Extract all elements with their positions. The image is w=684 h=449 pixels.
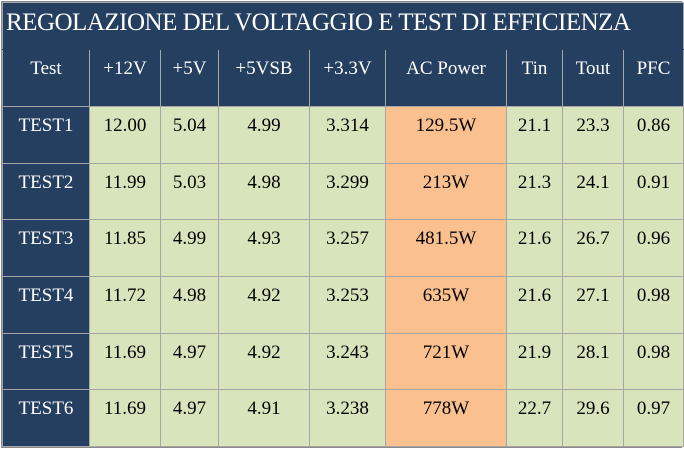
table-cell: 4.99 [218, 106, 310, 164]
table-cell: 21.6 [506, 219, 563, 277]
table-cell: 213W [385, 162, 507, 221]
table-cell: 3.257 [309, 219, 386, 277]
column-header: AC Power [385, 49, 507, 107]
table-row: TEST3 11.85 4.99 4.93 3.257 481.5W 21.6 26.7 0.9… [2, 219, 684, 277]
table-cell: 4.99 [160, 219, 219, 277]
table-row: TEST1 12.00 5.04 4.99 3.314 129.5W 21.1 23.3 0.8… [2, 106, 684, 164]
table-cell: 27.1 [562, 275, 624, 334]
table-cell: 481.5W [385, 219, 507, 277]
table-cell: 3.314 [309, 106, 386, 164]
table-cell: 4.92 [218, 332, 310, 391]
table-cell: 4.92 [218, 275, 310, 334]
column-header: +5VSB [218, 49, 310, 107]
table-cell: 4.93 [218, 219, 310, 277]
table-cell: 21.3 [506, 162, 563, 221]
table-cell: 5.04 [160, 106, 219, 164]
table-row: TEST6 11.69 4.97 4.91 3.238 778W 22.7 29.6 0.97 [2, 389, 684, 447]
table-cell: 11.85 [89, 219, 161, 277]
table-cell: 21.9 [506, 332, 563, 391]
table-cell: 4.97 [160, 332, 219, 391]
table-cell: 4.97 [160, 389, 219, 447]
table-cell: 12.00 [89, 106, 161, 164]
column-header: Tout [562, 49, 624, 107]
table-row: TEST5 11.69 4.97 4.92 3.243 721W 21.9 28.1 0.98 [2, 332, 684, 391]
table-cell: 0.98 [622, 275, 684, 334]
column-header: Tin [506, 49, 563, 107]
table-row: TEST4 11.72 4.98 4.92 3.253 635W 21.6 27.1 0.98 [2, 275, 684, 334]
table-cell: 3.253 [309, 275, 386, 334]
table-cell: 24.1 [562, 162, 624, 221]
table-cell: 721W [385, 332, 507, 391]
table-title: REGOLAZIONE DEL VOLTAGGIO E TEST DI EFFI… [1, 2, 684, 50]
row-label: TEST1 [2, 106, 90, 164]
table-cell: 3.238 [309, 389, 386, 447]
column-header: PFC [622, 49, 684, 107]
table-cell: 635W [385, 275, 507, 334]
table-cell: 11.69 [89, 332, 161, 391]
table-cell: 4.98 [160, 275, 219, 334]
row-label: TEST6 [2, 389, 90, 447]
table-cell: 21.1 [506, 106, 563, 164]
table-cell: 23.3 [562, 106, 624, 164]
table-cell: 0.91 [622, 162, 684, 221]
table-cell: 0.97 [622, 389, 684, 447]
table-cell: 4.98 [218, 162, 310, 221]
row-label: TEST5 [2, 332, 90, 391]
table-cell: 11.99 [89, 162, 161, 221]
column-header: +3.3V [309, 49, 386, 107]
table-cell: 129.5W [385, 106, 507, 164]
table-cell: 29.6 [562, 389, 624, 447]
table-row: TEST2 11.99 5.03 4.98 3.299 213W 21.3 24.1 0.91 [2, 162, 684, 221]
table-cell: 21.6 [506, 275, 563, 334]
table-cell: 0.96 [622, 219, 684, 277]
table-cell: 11.69 [89, 389, 161, 447]
table-cell: 3.299 [309, 162, 386, 221]
column-header: +12V [89, 49, 161, 107]
row-label: TEST2 [2, 162, 90, 221]
table-cell: 0.98 [622, 332, 684, 391]
table-cell: 11.72 [89, 275, 161, 334]
table-cell: 26.7 [562, 219, 624, 277]
table-cell: 0.86 [622, 106, 684, 164]
table-cell: 28.1 [562, 332, 624, 391]
table-cell: 5.03 [160, 162, 219, 221]
table-cell: 22.7 [506, 389, 563, 447]
column-header: +5V [160, 49, 219, 107]
row-label: TEST4 [2, 275, 90, 334]
table-cell: 3.243 [309, 332, 386, 391]
row-label: TEST3 [2, 219, 90, 277]
table-cell: 4.91 [218, 389, 310, 447]
table-cell: 778W [385, 389, 507, 447]
column-header: Test [2, 49, 90, 107]
